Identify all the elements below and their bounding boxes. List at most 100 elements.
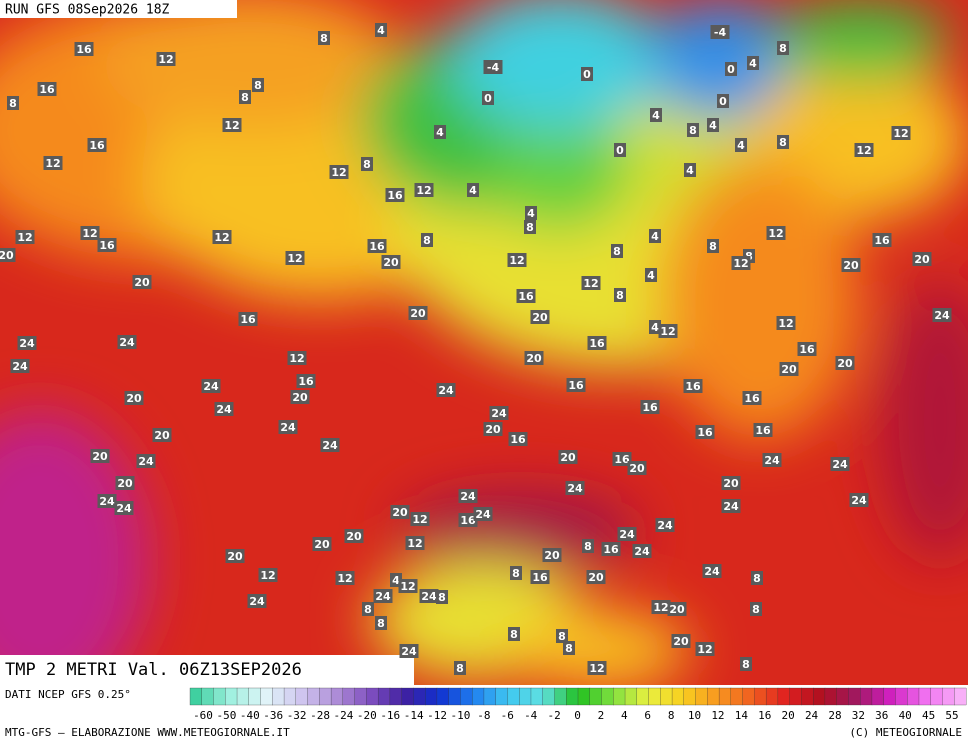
label-box — [489, 406, 509, 420]
label-box — [530, 310, 550, 324]
label-box — [650, 108, 662, 122]
temperature-label: 12 — [260, 569, 275, 582]
label-box — [750, 602, 762, 616]
label-box — [683, 379, 703, 393]
temperature-label: 0 — [616, 144, 624, 157]
temperature-label: 8 — [779, 136, 787, 149]
temperature-label: 16 — [76, 43, 92, 56]
label-box — [707, 118, 719, 132]
temperature-label: 16 — [614, 453, 630, 466]
scale-label: 32 — [852, 709, 865, 722]
label-box — [458, 513, 478, 527]
color-swatch — [342, 687, 356, 706]
label-box — [649, 229, 661, 243]
temperature-label: 8 — [584, 540, 592, 553]
temperature-label: 8 — [512, 567, 520, 580]
temperature-label: 12 — [224, 119, 239, 132]
color-swatch — [624, 687, 638, 706]
temperature-label: 12 — [214, 231, 229, 244]
color-swatch — [425, 687, 438, 706]
temperature-label: 8 — [565, 642, 573, 655]
label-box — [516, 289, 536, 303]
label-box — [252, 78, 264, 92]
label-box — [507, 253, 527, 267]
color-swatch — [954, 687, 967, 706]
scale-label: -12 — [427, 709, 447, 722]
temperature-label: 8 — [689, 124, 697, 137]
label-box — [375, 23, 387, 37]
temperature-label: 20 — [0, 249, 14, 262]
temperature-label: 24 — [401, 645, 417, 658]
scale-label: 55 — [945, 709, 958, 722]
temperature-label: 20 — [117, 477, 133, 490]
scale-label: -20 — [357, 709, 377, 722]
label-box — [655, 518, 675, 532]
color-swatch — [307, 687, 320, 706]
label-box — [707, 239, 719, 253]
label-box — [710, 25, 730, 39]
label-box — [581, 276, 601, 290]
label-box — [17, 336, 37, 350]
temperature-label: 24 — [119, 336, 135, 349]
label-box — [222, 118, 242, 132]
temperature-label: 8 — [9, 97, 17, 110]
temperature-label: 16 — [697, 426, 713, 439]
color-swatch — [236, 687, 250, 706]
label-box — [658, 324, 678, 338]
label-box — [651, 600, 671, 614]
color-swatch — [319, 687, 332, 706]
temperature-label: 12 — [589, 662, 604, 675]
temperature-label: 24 — [475, 508, 491, 521]
scale-label: -60 — [193, 709, 213, 722]
label-box — [640, 400, 660, 414]
label-box — [667, 602, 687, 616]
label-box — [114, 501, 134, 515]
temperature-label: 12 — [17, 231, 32, 244]
temperature-label: 8 — [753, 572, 761, 585]
temperature-label: 24 — [723, 500, 739, 513]
label-box — [717, 94, 729, 108]
label-box — [687, 123, 699, 137]
temperature-label: 8 — [364, 603, 372, 616]
temperature-label: 20 — [544, 549, 560, 562]
scale-label: 14 — [735, 709, 749, 722]
label-box — [797, 342, 817, 356]
label-box — [932, 308, 952, 322]
color-swatch — [542, 687, 555, 706]
temperature-label: 8 — [709, 240, 717, 253]
temperature-label: 8 — [423, 234, 431, 247]
label-box — [136, 454, 156, 468]
label-box — [601, 542, 621, 556]
color-swatch — [413, 687, 426, 706]
label-box — [238, 312, 258, 326]
temperature-label: 12 — [287, 252, 302, 265]
temperature-label: 24 — [19, 337, 35, 350]
temperature-label: 24 — [203, 380, 219, 393]
temperature-label: 16 — [755, 424, 771, 437]
label-box — [614, 143, 626, 157]
label-box — [399, 644, 419, 658]
scale-label: 36 — [875, 709, 888, 722]
temperature-label: 24 — [99, 495, 115, 508]
temperature-label: 0 — [583, 68, 591, 81]
temperature-label: 24 — [322, 439, 338, 452]
label-box — [617, 527, 637, 541]
label-box — [90, 449, 110, 463]
label-box — [117, 335, 137, 349]
label-box — [405, 536, 425, 550]
temperature-label: 8 — [742, 658, 750, 671]
temperature-label: 16 — [387, 189, 403, 202]
color-swatch — [389, 687, 403, 706]
temperature-label: 0 — [719, 95, 727, 108]
temperature-label: 4 — [377, 24, 385, 37]
scale-label: 20 — [782, 709, 795, 722]
temperature-label: 20 — [346, 530, 362, 543]
label-box — [419, 589, 439, 603]
scale-label: 2 — [598, 709, 605, 722]
label-box — [841, 258, 861, 272]
title-box — [0, 655, 414, 685]
scale-label: 24 — [805, 709, 819, 722]
label-box — [152, 428, 172, 442]
temperature-label: 24 — [12, 360, 28, 373]
